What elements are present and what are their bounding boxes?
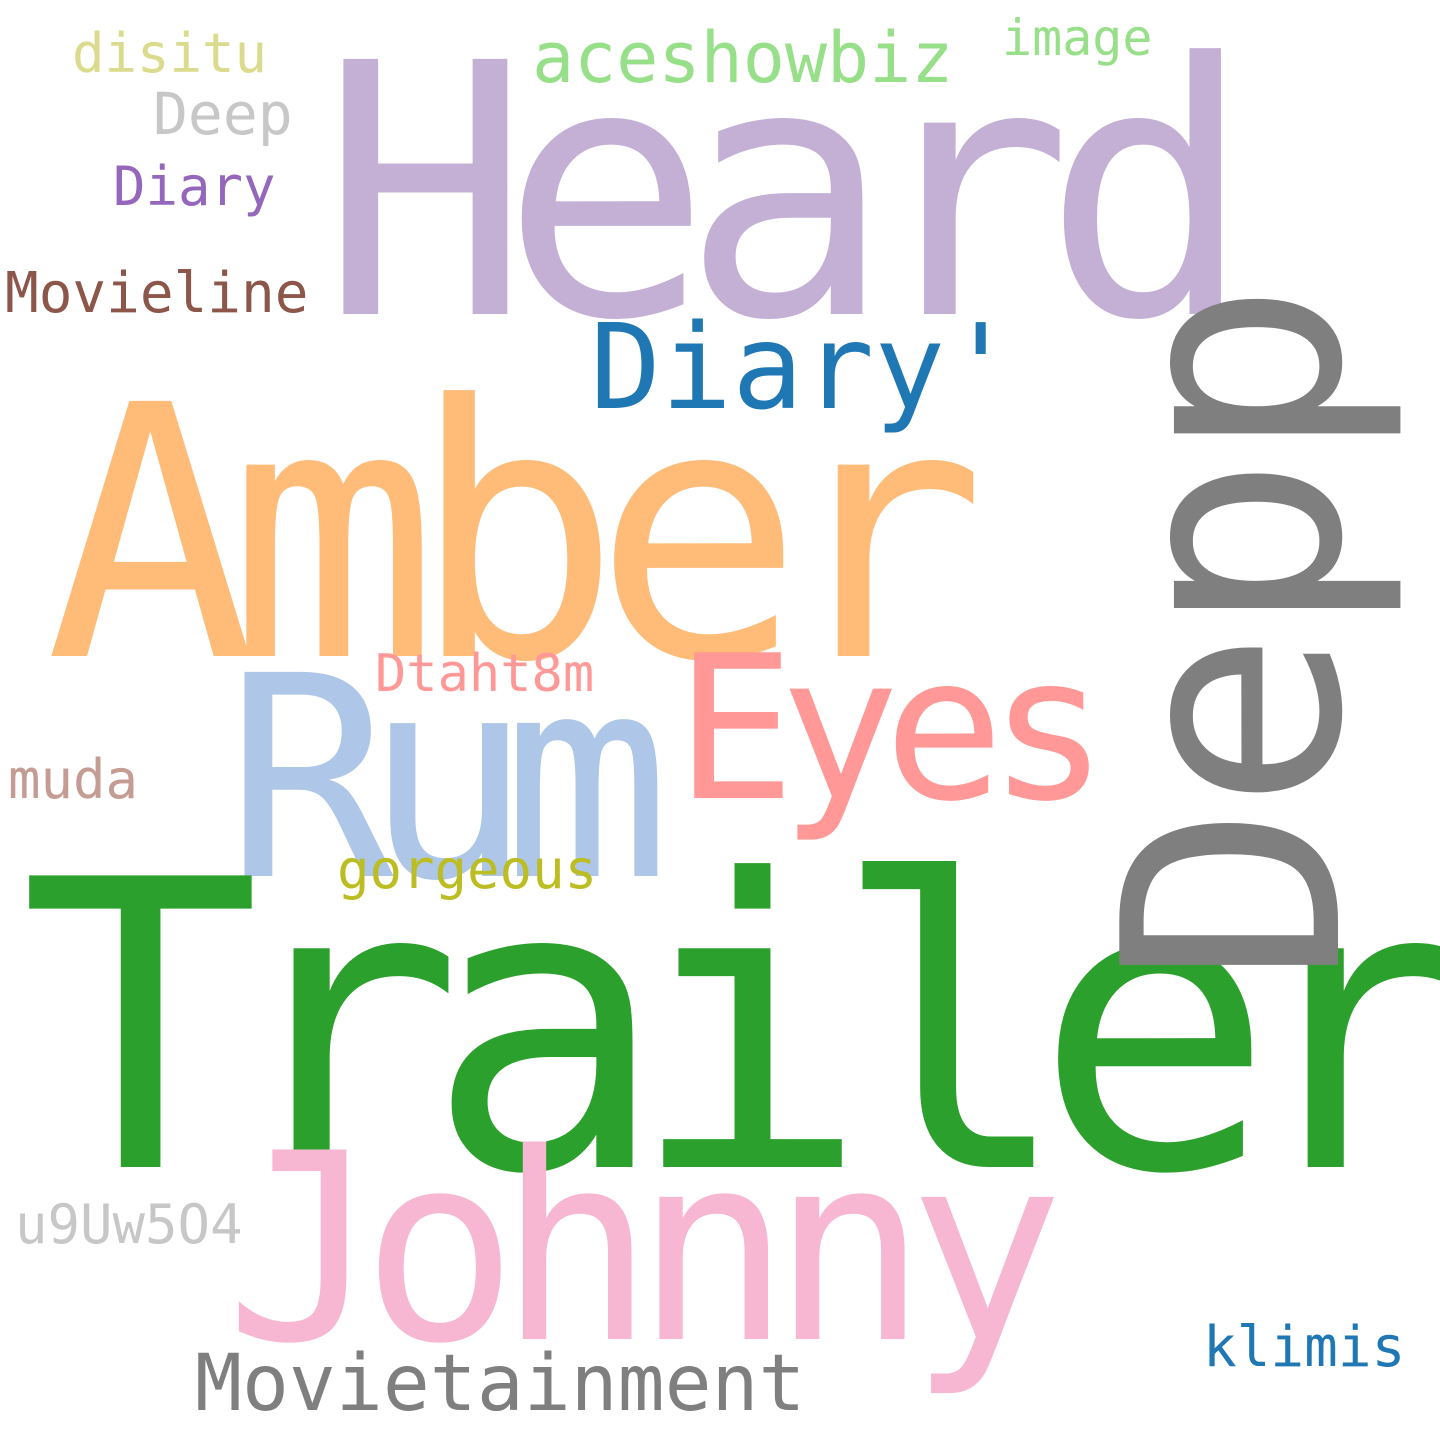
word-movieline: Movieline bbox=[5, 261, 309, 326]
word-dtaht8m: Dtaht8m bbox=[375, 644, 595, 704]
word-disitu: disitu bbox=[72, 22, 268, 85]
word-heard: Heard bbox=[320, 0, 1254, 397]
word-image: image bbox=[1002, 9, 1153, 67]
word-amber: Amber bbox=[45, 331, 987, 739]
word-muda: muda bbox=[8, 748, 139, 811]
word-diary-small: Diary bbox=[113, 155, 276, 218]
word-klimis: klimis bbox=[1203, 1315, 1406, 1380]
word-rum: Rum bbox=[225, 617, 671, 943]
word-diary-quote: Diary' bbox=[590, 298, 1017, 436]
word-eyes: Eyes bbox=[675, 613, 1109, 846]
word-movietainment: Movietainment bbox=[195, 1339, 806, 1429]
word-aceshowbiz: aceshowbiz bbox=[532, 17, 954, 99]
word-depp: Depp bbox=[1060, 286, 1409, 985]
word-deep: Deep bbox=[153, 80, 293, 148]
word-johnny: Johnny bbox=[225, 1099, 1064, 1401]
word-trailer: Trailer bbox=[20, 797, 1440, 1262]
word-u9uw5o4: u9Uw5O4 bbox=[15, 1193, 243, 1256]
word-gorgeous: gorgeous bbox=[337, 838, 598, 901]
